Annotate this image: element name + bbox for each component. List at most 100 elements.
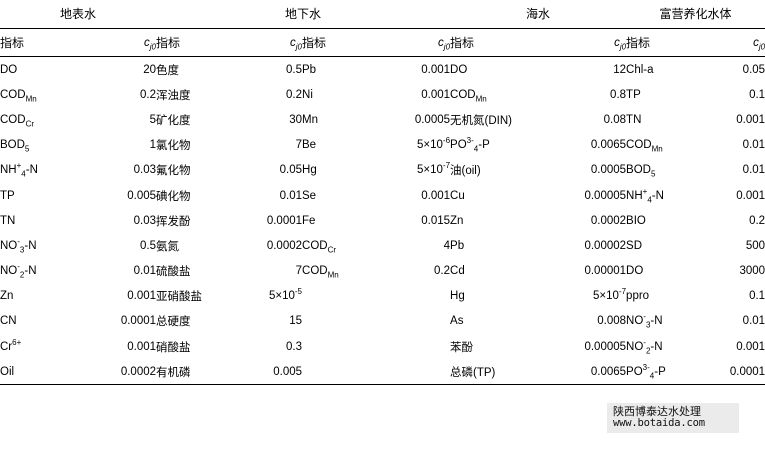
cell-value-c3-r8: 0.00001 — [584, 265, 627, 278]
cell-indicator-c4-r4: BOD5 — [626, 164, 656, 179]
cell-value-c2-r1: 0.001 — [421, 88, 451, 101]
column-header-cj0-3: cj0 — [556, 28, 627, 57]
cell-value-c0-r12: 0.0002 — [96, 359, 157, 386]
cell-value-c3-r6: 0.0002 — [590, 214, 627, 227]
cell-value-c3-r10: 0.008 — [597, 315, 627, 328]
group-header-row: 地表水 地下水 海水 富营养化水体 — [0, 0, 765, 29]
cell-indicator-c3-r0: DO — [450, 63, 468, 76]
cell-indicator-c2-r7: CODCr — [302, 239, 337, 255]
cell-value-c3-r12: 0.0065 — [556, 359, 627, 386]
cell-indicator-c1-r8: 硫酸盐 — [156, 266, 191, 279]
cell-value-c2-r0: 0.001 — [421, 63, 451, 76]
cell-value-c3-r9: 5×10-7 — [593, 287, 627, 303]
cell-value-c0-r0: 20 — [143, 63, 157, 76]
watermark-company: 陕西博泰达水处理 — [613, 405, 701, 418]
cell-value-c3-r0: 12 — [613, 63, 627, 76]
table-row: Cr6+ 0.001 硝酸盐 0.3 苯酚 0.00005 NO-2-N 0.001 — [0, 334, 765, 359]
cell-indicator-c3-r5: Cu — [450, 189, 465, 202]
cell-indicator-c0-r2: CODCr — [0, 113, 35, 129]
cell-value-c3-r2: 0.08 — [603, 113, 627, 126]
cell-value-c4-r10: 0.01 — [742, 315, 765, 328]
cell-value-c2-r8: 0.2 — [434, 265, 451, 278]
column-header-cj0-0: cj0 — [96, 28, 157, 57]
cell-value-c2-r11 — [378, 334, 450, 359]
cell-value-c0-r5: 0.005 — [127, 189, 157, 202]
table-row: NO-2-N 0.01 硫酸盐 7 CODMn 0.2 Cd 0.00001 DO 3000 — [0, 259, 765, 284]
cell-indicator-c2-r8: CODMn — [302, 265, 339, 280]
cell-indicator-c3-r1: CODMn — [450, 88, 487, 104]
cell-indicator-c3-r9: Hg — [450, 290, 465, 303]
cell-value-c2-r12 — [378, 359, 451, 386]
group-header-1: 地下水 — [156, 0, 451, 29]
cell-indicator-c4-r9: ppro — [626, 290, 650, 303]
cell-value-c1-r10: 15 — [289, 315, 303, 328]
cell-value-c4-r1: 0.1 — [749, 88, 765, 101]
cell-value-c0-r9: 0.001 — [127, 290, 157, 303]
cell-indicator-c0-r11: Cr6+ — [0, 337, 22, 353]
cell-indicator-c3-r8: Cd — [450, 265, 465, 278]
cell-indicator-c3-r10: As — [450, 315, 464, 328]
cell-indicator-c2-r9 — [302, 284, 378, 309]
column-header-indicator-3: 指标 — [450, 28, 557, 57]
cell-value-c4-r7: 500 — [745, 239, 765, 252]
table-row: Oil 0.0002 有机磷 0.005 总磷(TP) 0.0065 PO3-4-P 0.00… — [0, 359, 765, 386]
table-row: BOD5 1 氯化物 7 Be 5×10-6 PO3-4-P 0.0065 CODMn 0.01 — [0, 133, 765, 158]
cell-value-c0-r2: 5 — [149, 113, 157, 126]
cell-indicator-c3-r11: 苯酚 — [450, 341, 474, 354]
cell-value-c0-r10: 0.0001 — [120, 315, 157, 328]
cell-indicator-c0-r6: TN — [0, 214, 16, 227]
cell-indicator-c1-r1: 浑浊度 — [156, 89, 191, 102]
cell-value-c1-r3: 7 — [295, 139, 303, 152]
cell-value-c3-r7: 0.00002 — [584, 239, 627, 252]
cell-value-c3-r5: 0.00005 — [584, 189, 627, 202]
cell-indicator-c3-r4: 油(oil) — [450, 165, 481, 178]
cell-value-c4-r11: 0.001 — [736, 340, 765, 353]
cell-value-c4-r8: 3000 — [739, 265, 765, 278]
sub-header-row: 指标 cj0 指标 cj0 指标 cj0 指标 cj0 指标 cj0 — [0, 28, 765, 57]
cell-indicator-c2-r12 — [302, 359, 379, 386]
cell-indicator-c4-r7: SD — [626, 239, 643, 252]
watermark-url: www.botaida.com — [613, 417, 705, 430]
cell-indicator-c3-r12: 总磷(TP) — [450, 359, 557, 386]
cell-indicator-c3-r7: Pb — [450, 239, 465, 252]
cell-indicator-c1-r6: 挥发酚 — [156, 215, 191, 228]
cell-indicator-c4-r8: DO — [626, 265, 644, 278]
cell-value-c4-r0: 0.05 — [742, 63, 765, 76]
cell-indicator-c2-r1: Ni — [302, 88, 313, 101]
cell-indicator-c2-r3: Be — [302, 139, 317, 152]
cell-value-c1-r0: 0.5 — [286, 63, 303, 76]
group-header-3: 富营养化水体 — [626, 0, 765, 29]
cell-value-c4-r5: 0.001 — [736, 189, 765, 202]
cell-value-c1-r2: 30 — [289, 113, 303, 126]
cell-value-c1-r4: 0.05 — [279, 164, 303, 177]
cell-indicator-c0-r10: CN — [0, 315, 17, 328]
table-row: CODCr 5 矿化度 30 Mn 0.0005 无机氮(DIN) 0.08 TN 0.001 — [0, 107, 765, 132]
cell-value-c1-r8: 7 — [295, 265, 303, 278]
cell-indicator-c4-r2: TN — [626, 113, 642, 126]
column-header-indicator-0: 指标 — [0, 28, 96, 57]
table-row: CN 0.0001 总硬度 15 As 0.008 NO-3-N 0.01 — [0, 309, 765, 334]
cell-indicator-c4-r6: BIO — [626, 214, 646, 227]
cell-indicator-c2-r4: Hg — [302, 164, 317, 177]
cell-indicator-c3-r3: PO3-4-P — [450, 136, 490, 154]
cell-indicator-c1-r9: 亚硝酸盐 — [156, 291, 203, 304]
column-header-indicator-1: 指标 — [156, 28, 243, 57]
cell-value-c4-r2: 0.001 — [736, 113, 765, 126]
table-row: Zn 0.001 亚硝酸盐 5×10-5 Hg 5×10-7 ppro 0.1 — [0, 284, 765, 309]
cell-indicator-c1-r7: 氨氮 — [156, 240, 180, 253]
cell-indicator-c4-r0: Chl-a — [626, 63, 654, 76]
cell-value-c4-r3: 0.01 — [742, 139, 765, 152]
cell-value-c1-r11: 0.3 — [286, 340, 303, 353]
column-header-indicator-4: 指标 — [626, 28, 705, 57]
cell-value-c4-r9: 0.1 — [749, 290, 765, 303]
cell-value-c2-r9 — [378, 284, 450, 309]
table-row: NO-3-N 0.5 氨氮 0.0002 CODCr 4 Pb 0.00002 SD 500 — [0, 233, 765, 258]
cell-indicator-c1-r2: 矿化度 — [156, 114, 191, 127]
cell-value-c0-r6: 0.03 — [133, 214, 157, 227]
cell-indicator-c2-r0: Pb — [302, 63, 317, 76]
cell-value-c2-r6: 0.015 — [421, 214, 451, 227]
cell-value-c0-r3: 1 — [149, 139, 157, 152]
table-row: TP 0.005 碘化物 0.01 Se 0.001 Cu 0.00005 NH+4-N 0.00… — [0, 183, 765, 208]
cell-indicator-c0-r9: Zn — [0, 290, 14, 303]
